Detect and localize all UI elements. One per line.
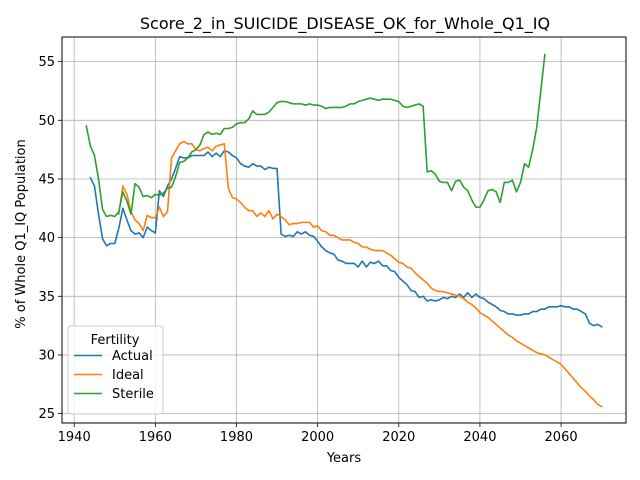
legend-label-ideal: Ideal [112,368,144,383]
legend-items: Actual Ideal Sterile [74,349,154,402]
legend-title: Fertility [91,333,140,348]
chart-title: Score_2_in_SUICIDE_DISEASE_OK_for_Whole_… [140,14,550,34]
series-layer [85,53,603,408]
y-tick-label: 30 [38,348,55,363]
x-tick-label: 1940 [58,430,91,445]
plot-frame [61,36,627,424]
y-tick-label: 25 [38,407,55,422]
y-tick-label: 35 [38,290,55,305]
y-axis: 25 30 35 40 45 50 55 [38,55,62,422]
series-line-actual [89,150,603,328]
x-tick-label: 2060 [545,430,578,445]
legend-label-sterile: Sterile [112,387,154,402]
x-tick-label: 2040 [463,430,496,445]
series-line-sterile [85,53,546,218]
y-tick-label: 50 [38,114,55,129]
x-axis-label: Years [326,451,362,466]
legend: Fertility Actual Ideal Sterile [67,325,164,415]
x-tick-label: 1980 [220,430,253,445]
y-tick-label: 40 [38,231,55,246]
x-axis: 1940 1960 1980 2000 2020 2040 2060 [58,423,578,445]
legend-box [67,325,164,415]
series-line-ideal [117,140,603,408]
y-axis-label: % of Whole Q1_IQ Population [14,139,29,328]
x-tick-label: 1960 [139,430,172,445]
legend-label-actual: Actual [112,349,153,364]
y-tick-label: 45 [38,172,55,187]
x-tick-label: 2020 [382,430,415,445]
y-tick-label: 55 [38,55,55,70]
x-tick-label: 2000 [301,430,334,445]
